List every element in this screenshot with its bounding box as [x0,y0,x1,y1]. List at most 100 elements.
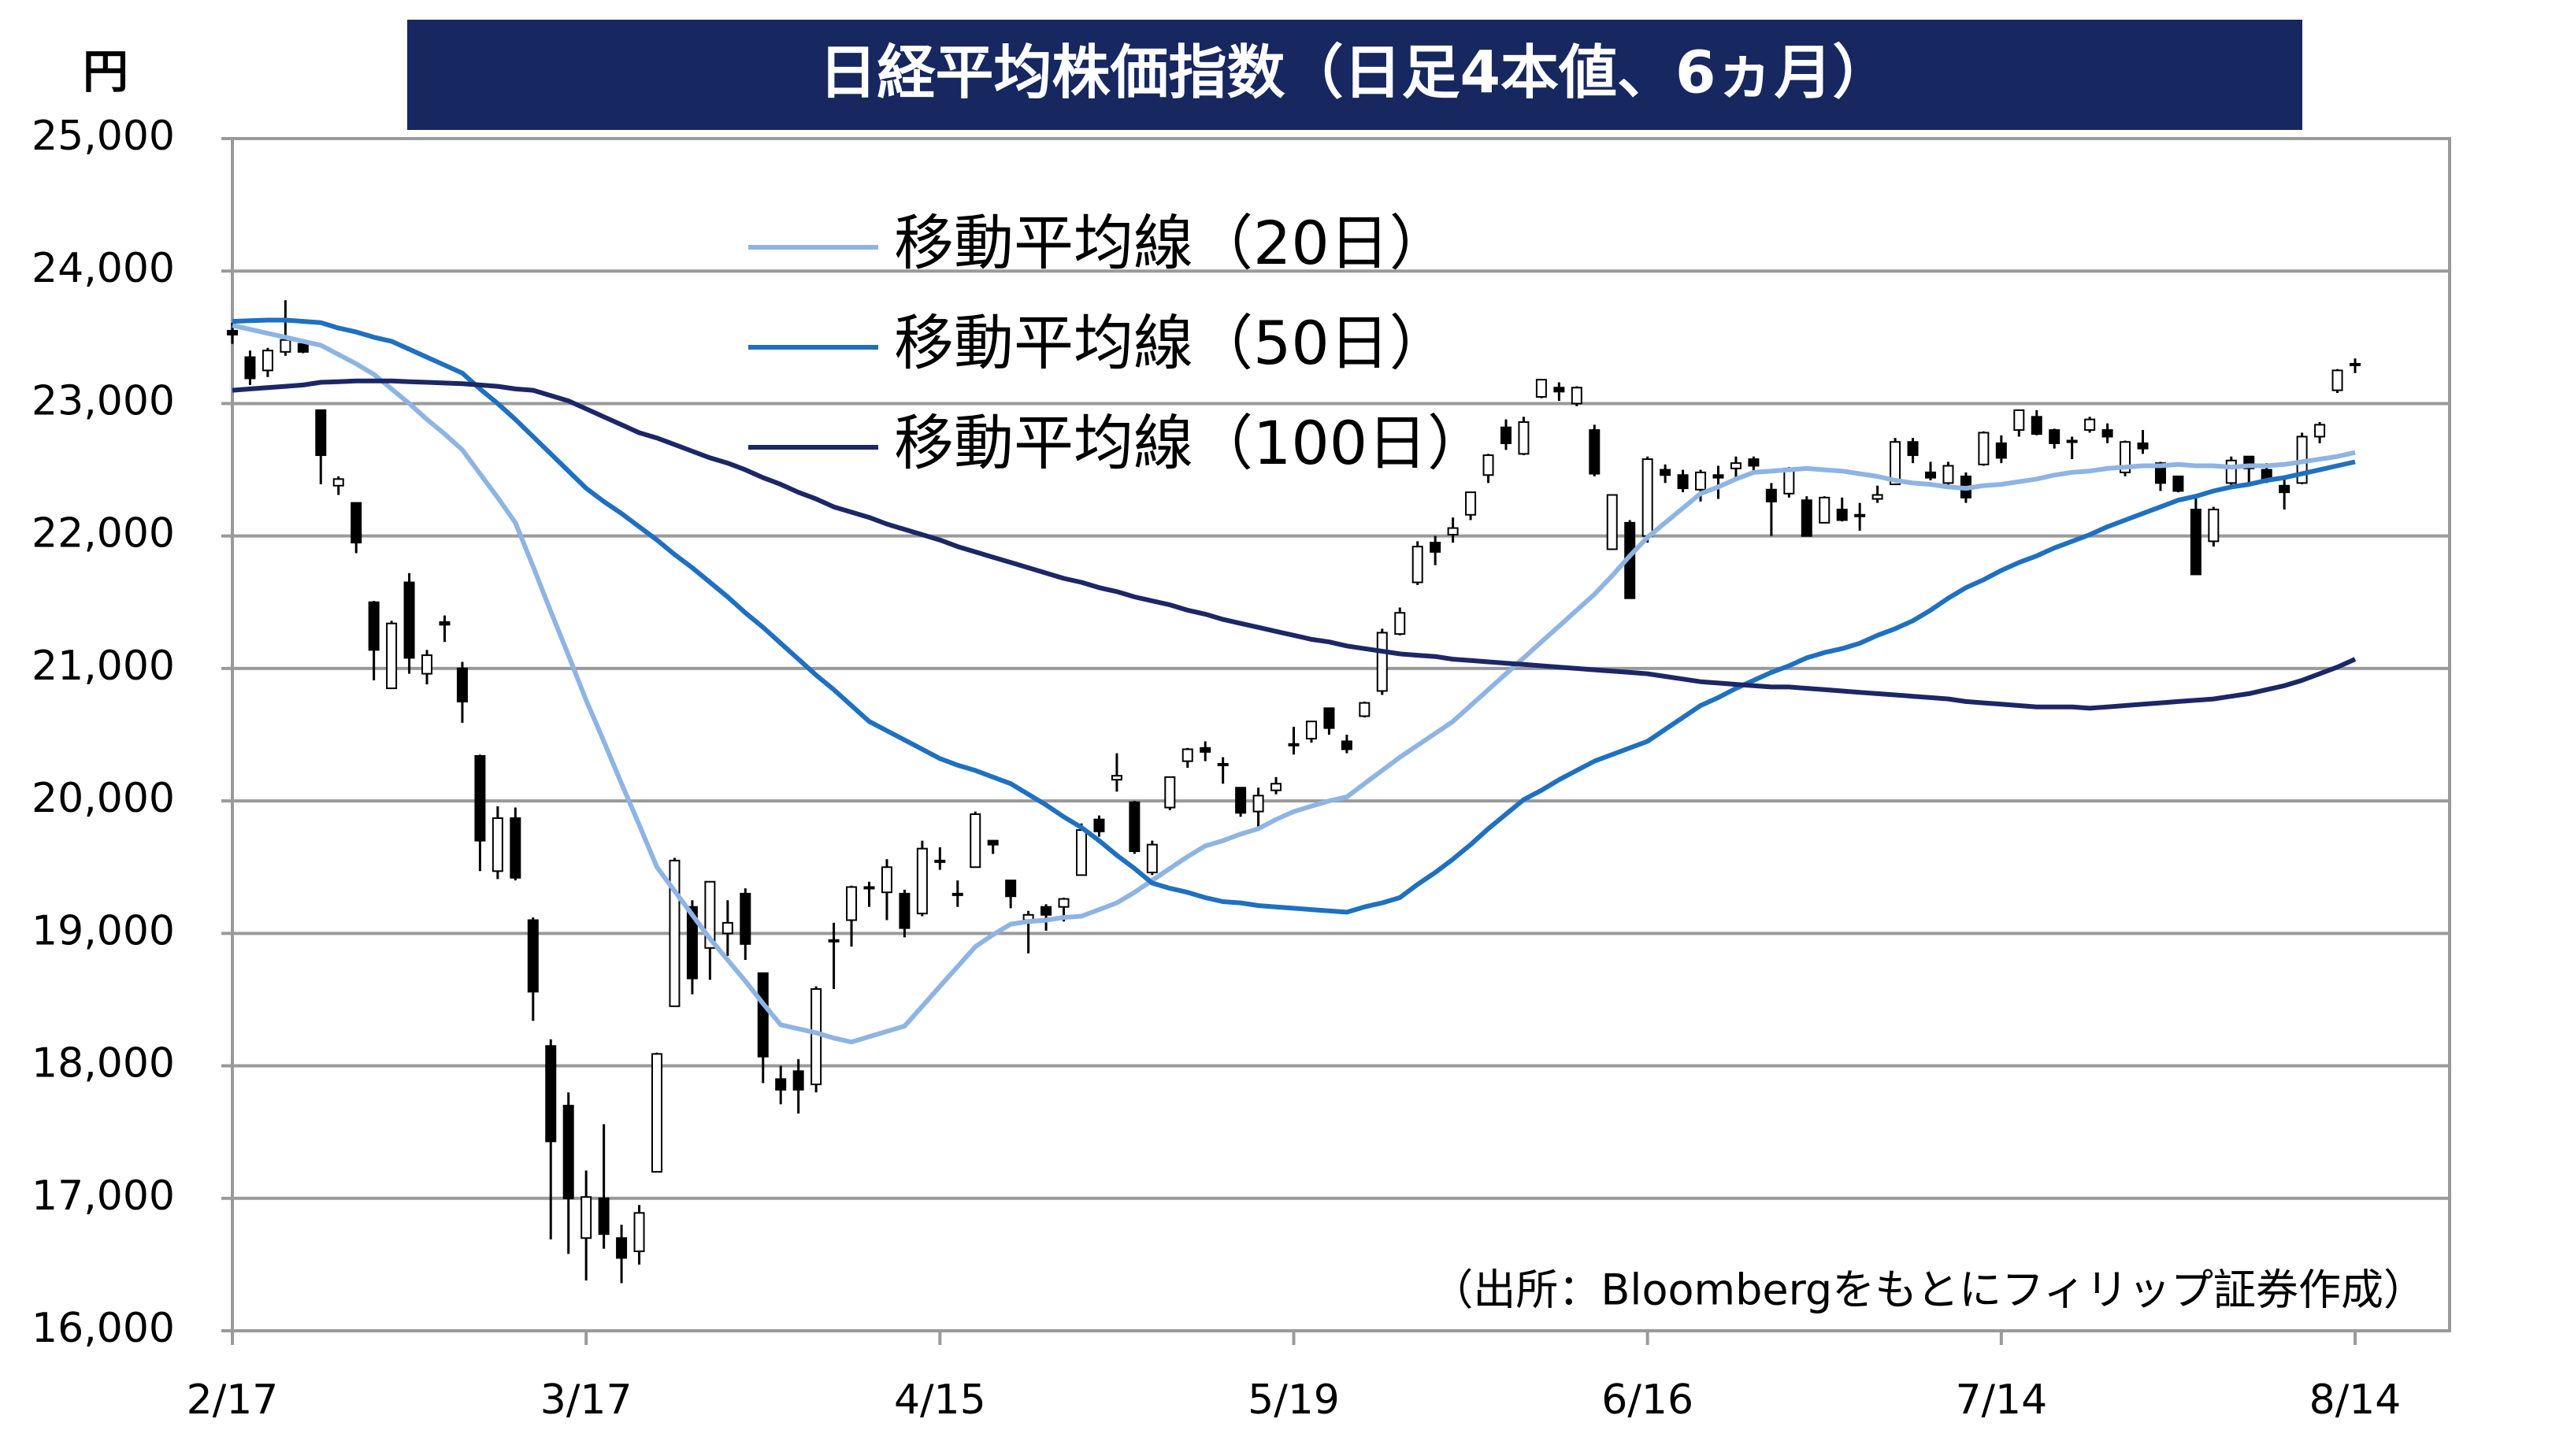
candle-body [1146,843,1158,873]
legend-label: 移動平均線（50日） [894,308,1449,378]
candle-body [1978,432,1990,465]
candle-body [934,859,946,863]
candle-body [740,892,751,945]
x-tick-label: 4/15 [894,1376,986,1424]
candle-body [775,1078,787,1091]
candle-body [1430,542,1441,553]
candle-body [1005,880,1017,898]
candle-body [403,581,415,659]
candle-body [1890,441,1901,486]
candle-body [1907,441,1919,457]
candle-body [2225,459,2237,484]
candle-body [2172,475,2184,492]
title-box [407,20,2302,130]
candle-body [1535,379,1547,398]
y-tick-label: 22,000 [32,510,175,558]
candle-body [2013,409,2025,432]
candle-body [2314,424,2326,438]
candle-body [227,329,238,335]
candle-body [1819,496,1831,524]
candle-body [651,1053,662,1173]
ma-line [232,323,2356,1045]
candle-body [1129,801,1141,853]
candle-body [2279,484,2290,494]
candle-body [1801,499,1812,537]
candle-body [2137,442,2149,450]
candle-body [1482,454,1494,476]
candle-body [881,866,892,894]
x-tick-label: 5/19 [1248,1376,1340,1424]
candle-body [1942,465,1954,484]
candle-body [527,919,539,993]
candle-body [2049,429,2061,444]
candle-body [368,601,380,651]
candle-body [669,859,681,1007]
candle-body [2031,416,2042,435]
candle-body [1500,426,1512,444]
y-tick-label: 16,000 [32,1305,175,1352]
x-tick-label: 6/16 [1601,1376,1693,1424]
candle-body [970,813,981,869]
candle-body [510,817,521,879]
ma-line [232,378,2357,711]
candle-body [262,350,273,372]
candle-body [351,502,362,544]
plot-border [231,137,2451,1332]
candle-body [1836,509,1848,521]
candle-body [1660,469,1671,476]
candle-body [280,339,291,353]
candle-body [1111,775,1122,781]
candle-body [1341,740,1352,750]
candle-body [315,409,327,457]
candle-body [899,892,911,929]
candle-body [1235,787,1247,814]
candle-body [581,1196,592,1239]
candle-body [1995,442,2007,459]
candle-body [1871,494,1883,500]
candle-body [1925,471,1936,479]
candle-body [951,892,963,896]
candle-body [456,667,468,702]
candle-body [1305,721,1317,740]
y-unit: 円 [83,45,128,98]
candle-body [491,817,503,872]
candle-body [297,343,309,353]
candle-body [828,939,840,943]
candle-body [2190,509,2201,576]
y-tick-label: 21,000 [32,643,175,690]
legend-label: 移動平均線（20日） [894,208,1449,278]
candle-body [545,1045,557,1143]
x-tick-label: 2/17 [187,1376,279,1424]
x-tick-label: 7/14 [1955,1376,2047,1424]
y-tick-label: 23,000 [32,377,175,424]
candle-body [1765,488,1777,502]
candle-body [987,839,999,846]
candle-body [2331,369,2343,391]
candle-body [1518,420,1530,455]
candle-body [598,1197,610,1236]
candle-body [332,478,344,487]
candle-body [686,906,698,980]
candle-body [1058,898,1070,908]
candle-body [1288,743,1300,747]
candle-body [810,987,822,1086]
candle-body [1712,474,1724,479]
candle-body [633,1212,645,1253]
candle-body [244,356,256,380]
candle-body [1200,747,1211,753]
candle-body [1181,748,1193,762]
candle-body [2350,362,2361,366]
candle-body [1323,707,1335,729]
candle-body [846,886,858,921]
y-tick-label: 19,000 [32,907,175,954]
y-tick-label: 18,000 [32,1040,175,1087]
candle-body [916,847,928,915]
candle-body [1270,783,1282,791]
candle-body [1217,763,1229,767]
candle-body [1465,491,1477,516]
candle-body [2084,418,2096,432]
candle-body [1376,632,1388,692]
candle-body [1164,776,1176,809]
